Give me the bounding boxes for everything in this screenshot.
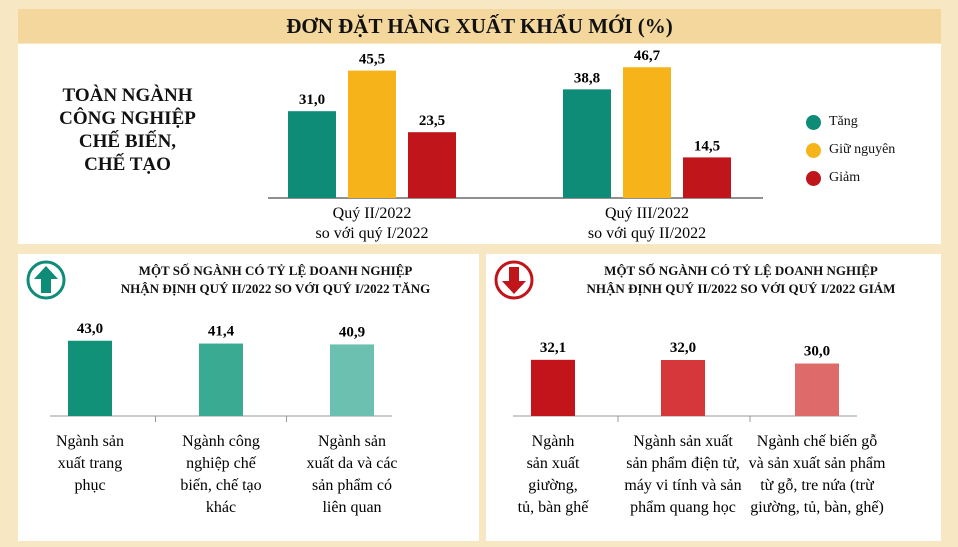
category-label: tủ, bàn ghế: [518, 499, 590, 516]
data-label: 46,7: [634, 48, 661, 64]
category-label: xuất da và các: [306, 455, 397, 472]
data-label: 31,0: [299, 92, 325, 108]
infographic-title: ĐƠN ĐẶT HÀNG XUẤT KHẨU MỚI (%): [18, 9, 941, 43]
legend-item-tang: Tăng: [806, 108, 895, 136]
category-label: Quý II/2022: [333, 205, 412, 222]
legend-swatch: [806, 114, 821, 130]
category-label: sản phẩm điện tử,: [626, 455, 740, 472]
industry-label: TOÀN NGÀNH CÔNG NGHIỆP CHẾ BIẾN, CHẾ TẠO: [45, 84, 210, 176]
bar: [68, 340, 112, 416]
data-label: 40,9: [339, 324, 365, 340]
data-label: 14,5: [694, 138, 720, 154]
top-bar-chart: 31,0 45,5 23,5 Quý II/2022 so với quý I/2022…: [268, 48, 763, 242]
panel-title-line: NHẬN ĐỊNH QUÝ II/2022 SO VỚI QUÝ I/2022 …: [586, 281, 896, 296]
increase-bar-chart: 43,0 Ngành sản xuất trang phục 41,4 Ngành côn…: [50, 321, 398, 516]
legend-label: Tăng: [829, 114, 858, 129]
category-label: xuất trang: [58, 455, 122, 472]
category-label: giường, tủ, bàn, ghế): [750, 499, 884, 516]
bar: [795, 363, 839, 416]
category-label: phẩm quang học: [630, 499, 736, 516]
category-label: biến, chế tạo: [180, 477, 261, 494]
bar-giam: [408, 132, 456, 198]
data-label: 38,8: [574, 70, 600, 86]
industry-label-line: TOÀN NGÀNH: [62, 85, 193, 106]
legend-item-giam: Giảm: [806, 164, 895, 192]
category-label: Ngành công: [182, 433, 260, 450]
industry-label-line: CHẾ TẠO: [84, 154, 171, 175]
category-label: khác: [206, 499, 236, 516]
bar: [531, 359, 575, 416]
arrow-down-icon: [494, 260, 534, 300]
panel-title-line: MỘT SỐ NGÀNH CÓ TỶ LỆ DOANH NGHIỆP: [138, 263, 413, 278]
category-label: Ngành sản: [56, 433, 124, 450]
panel-title-line: NHẬN ĐỊNH QUÝ II/2022 SO VỚI QUÝ I/2022 …: [120, 281, 431, 296]
legend-label: Giữ nguyên: [829, 142, 896, 157]
category-label: nghiệp chế: [186, 455, 257, 472]
bar: [199, 343, 243, 416]
legend-item-giu-nguyen: Giữ nguyên: [806, 136, 895, 164]
category-label: sản xuất: [527, 455, 580, 472]
bar-tang: [563, 89, 611, 198]
decrease-panel: MỘT SỐ NGÀNH CÓ TỶ LỆ DOANH NGHIỆP NHẬN …: [486, 254, 941, 541]
category-label: giường,: [528, 477, 578, 494]
increase-panel-title: MỘT SỐ NGÀNH CÓ TỶ LỆ DOANH NGHIỆP NHẬN …: [78, 262, 473, 298]
data-label: 32,0: [670, 340, 696, 356]
category-label: Ngành: [532, 433, 575, 450]
data-label: 45,5: [359, 52, 385, 68]
category-label: so với quý II/2022: [588, 225, 706, 242]
panel-title-line: MỘT SỐ NGÀNH CÓ TỶ LỆ DOANH NGHIỆP: [604, 263, 878, 278]
category-label: Ngành sản: [318, 433, 386, 450]
data-label: 32,1: [540, 340, 566, 356]
bar-giam: [683, 157, 731, 198]
bar-giu-nguyen: [348, 70, 396, 198]
category-label: Ngành chế biến gỗ: [757, 433, 877, 450]
data-label: 43,0: [77, 321, 103, 337]
data-label: 41,4: [208, 324, 235, 340]
legend-swatch: [806, 142, 821, 158]
top-chart-panel: TOÀN NGÀNH CÔNG NGHIỆP CHẾ BIẾN, CHẾ TẠO…: [18, 44, 941, 244]
bar-tang: [288, 111, 336, 198]
decrease-bar-chart: 32,1 Ngành sản xuất giường, tủ, bàn ghế 32,0 N…: [513, 340, 886, 516]
category-label: Ngành sản xuất: [633, 433, 733, 450]
legend: Tăng Giữ nguyên Giảm: [806, 108, 895, 192]
bar: [330, 344, 374, 416]
category-label: phục: [74, 477, 105, 494]
industry-label-line: CHẾ BIẾN,: [78, 131, 177, 152]
data-label: 30,0: [804, 344, 830, 360]
category-label: Quý III/2022: [605, 205, 689, 222]
category-label: máy vi tính và sản: [624, 477, 741, 494]
data-label: 23,5: [419, 113, 445, 129]
increase-panel: MỘT SỐ NGÀNH CÓ TỶ LỆ DOANH NGHIỆP NHẬN …: [18, 254, 479, 541]
bar: [661, 360, 705, 416]
decrease-panel-title: MỘT SỐ NGÀNH CÓ TỶ LỆ DOANH NGHIỆP NHẬN …: [546, 262, 936, 298]
legend-swatch: [806, 170, 821, 186]
arrow-up-icon: [26, 260, 66, 300]
industry-label-line: CÔNG NGHIỆP: [59, 108, 196, 129]
category-label: so với quý I/2022: [316, 225, 429, 242]
bar-giu-nguyen: [623, 67, 671, 199]
category-label: liên quan: [322, 499, 381, 516]
category-label: từ gỗ, tre nứa (trừ: [760, 477, 875, 494]
category-label: và sản xuất sản phẩm: [749, 455, 886, 472]
legend-label: Giảm: [829, 170, 861, 185]
category-label: sản phẩm có: [312, 477, 392, 494]
